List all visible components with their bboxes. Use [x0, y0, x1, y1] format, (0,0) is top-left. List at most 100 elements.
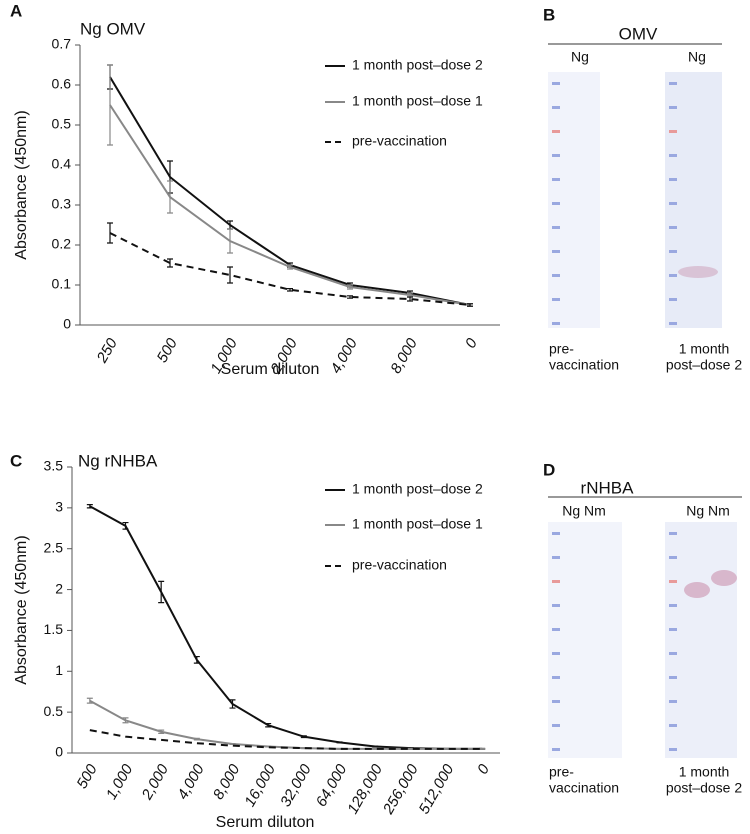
y-tick-label: 0.2	[52, 236, 72, 252]
blot-band	[678, 266, 718, 278]
error-bar	[287, 288, 293, 292]
y-tick-label: 2	[55, 580, 63, 596]
panel-label: B	[543, 5, 555, 24]
ladder-band	[669, 628, 677, 631]
series-line	[89, 729, 483, 750]
ladder-band	[552, 676, 560, 679]
sample-label: pre-	[549, 341, 574, 357]
ladder-band	[552, 202, 560, 205]
y-tick-label: 0.6	[52, 76, 72, 92]
error-bar	[158, 729, 165, 734]
x-axis-title: Serum diluton	[221, 361, 320, 378]
x-tick-label: 8,000	[387, 335, 421, 377]
ladder-band	[552, 724, 560, 727]
error-bar	[122, 717, 129, 724]
series-line	[89, 699, 483, 750]
legend-label: pre-vaccination	[352, 133, 447, 149]
blot-strip	[548, 72, 600, 328]
blot-antigen: rNHBA	[581, 478, 635, 497]
ladder-band	[552, 700, 560, 703]
error-bar	[158, 580, 165, 604]
legend-label: pre-vaccination	[352, 557, 447, 573]
y-tick-label: 0.5	[44, 703, 64, 719]
y-tick-label: 1.5	[44, 621, 64, 637]
legend-label: 1 month post–dose 2	[352, 481, 483, 497]
ladder-band	[669, 202, 677, 205]
ladder-band	[669, 226, 677, 229]
panel-label: D	[543, 460, 555, 479]
ladder-band	[552, 628, 560, 631]
chart-title: Ng rNHBA	[78, 451, 158, 470]
error-bar	[227, 228, 233, 254]
ladder-band	[669, 154, 677, 157]
ladder-band	[552, 226, 560, 229]
ladder-band	[669, 532, 677, 535]
error-bar	[407, 296, 413, 302]
error-bar	[479, 747, 486, 750]
ladder-band	[669, 130, 677, 133]
x-axis-title: Serum diluton	[216, 814, 315, 831]
ladder-band	[552, 106, 560, 109]
error-bar	[167, 258, 173, 268]
ladder-band	[669, 676, 677, 679]
sample-label: 1 month	[679, 764, 730, 780]
lane-label: Ng Nm	[562, 503, 606, 519]
error-bar	[229, 743, 236, 746]
ladder-band	[669, 298, 677, 301]
ladder-band	[552, 532, 560, 535]
ladder-band	[669, 724, 677, 727]
x-tick-label: 1,000	[103, 761, 137, 803]
ladder-band	[669, 700, 677, 703]
x-tick-label: 0	[474, 761, 493, 777]
ladder-band	[669, 748, 677, 751]
panel-label: A	[10, 1, 22, 20]
ladder-band	[552, 130, 560, 133]
ladder-band	[669, 652, 677, 655]
error-bar	[443, 747, 450, 750]
error-bar	[287, 264, 293, 270]
y-axis-title: Absorbance (450nm)	[13, 110, 30, 259]
x-tick-label: 500	[73, 761, 101, 792]
error-bar	[336, 741, 343, 744]
panel-label: C	[10, 451, 22, 470]
ladder-band	[669, 250, 677, 253]
series-line	[109, 76, 471, 306]
error-bar	[265, 722, 272, 728]
ladder-band	[552, 748, 560, 751]
error-bar	[107, 64, 113, 146]
error-bar	[193, 655, 200, 664]
x-tick-label: 16,000	[241, 761, 279, 810]
legend-label: 1 month post–dose 2	[352, 57, 483, 73]
ladder-band	[552, 274, 560, 277]
ladder-band	[552, 250, 560, 253]
error-bar	[229, 699, 236, 709]
sample-label: pre-	[549, 764, 574, 780]
ladder-band	[552, 604, 560, 607]
x-tick-label: 500	[154, 335, 182, 366]
sample-label: post–dose 2	[666, 780, 742, 796]
ladder-band	[669, 580, 677, 583]
error-bar	[86, 503, 93, 509]
legend-label: 1 month post–dose 1	[352, 516, 483, 532]
blot-strip	[548, 522, 622, 758]
blot-strip	[665, 72, 722, 328]
ladder-band	[552, 298, 560, 301]
y-tick-label: 0.4	[52, 156, 72, 172]
ladder-band	[552, 652, 560, 655]
sample-label: 1 month	[679, 341, 730, 357]
ladder-band	[552, 322, 560, 325]
sample-label: post–dose 2	[666, 357, 742, 373]
error-bar	[107, 222, 113, 244]
y-tick-label: 0.5	[52, 116, 72, 132]
x-tick-label: 4,000	[174, 761, 208, 803]
x-tick-label: 32,000	[277, 761, 315, 810]
x-tick-label: 2,000	[138, 761, 172, 803]
ladder-band	[552, 580, 560, 583]
y-tick-label: 1	[55, 662, 63, 678]
ladder-band	[669, 322, 677, 325]
error-bar	[347, 284, 353, 290]
ladder-band	[552, 178, 560, 181]
ladder-band	[669, 178, 677, 181]
ladder-band	[552, 556, 560, 559]
